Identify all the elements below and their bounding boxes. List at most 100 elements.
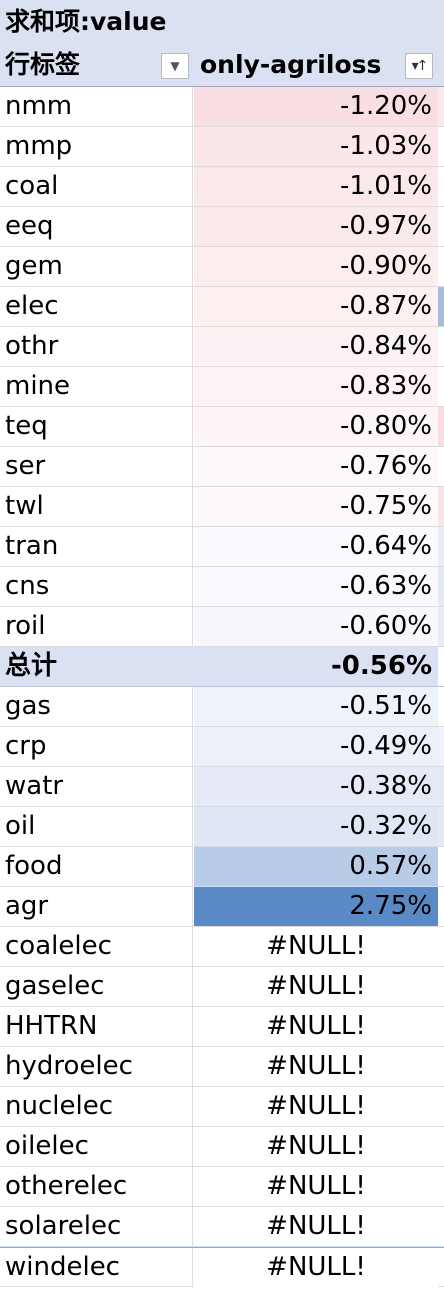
- value-cell[interactable]: -0.75%: [194, 487, 438, 526]
- row-label-cell[interactable]: tran: [0, 527, 193, 566]
- adjacent-cell-edge: [438, 487, 444, 526]
- row-label-cell[interactable]: elec: [0, 287, 193, 326]
- table-row: roil -0.60%: [0, 607, 444, 647]
- table-row: ser -0.76%: [0, 447, 444, 487]
- adjacent-cell-edge: [438, 607, 444, 646]
- table-row: gaselec #NULL!: [0, 967, 444, 1007]
- value-cell[interactable]: #NULL!: [194, 927, 438, 966]
- value-cell[interactable]: -0.84%: [194, 327, 438, 366]
- table-row: hydroelec #NULL!: [0, 1047, 444, 1087]
- value-cell[interactable]: -0.90%: [194, 247, 438, 286]
- value-cell[interactable]: #NULL!: [194, 1207, 438, 1246]
- row-labels-header[interactable]: 行标签: [5, 50, 81, 79]
- value-cell[interactable]: -1.01%: [194, 167, 438, 206]
- row-label-cell[interactable]: teq: [0, 407, 193, 446]
- row-label-cell[interactable]: mine: [0, 367, 193, 406]
- table-row: coalelec #NULL!: [0, 927, 444, 967]
- value-cell[interactable]: -0.63%: [194, 567, 438, 606]
- row-label-cell[interactable]: twl: [0, 487, 193, 526]
- value-cell[interactable]: -0.56%: [331, 651, 432, 681]
- row-label-cell[interactable]: agr: [0, 887, 193, 926]
- table-row: oilelec #NULL!: [0, 1127, 444, 1167]
- grand-total-row: 总计 -0.56%: [0, 647, 444, 687]
- value-cell[interactable]: #NULL!: [194, 1047, 438, 1086]
- adjacent-cell-edge: [438, 407, 444, 446]
- adjacent-cell-edge: [438, 367, 444, 406]
- adjacent-cell-edge: [438, 807, 444, 846]
- row-label-cell[interactable]: ser: [0, 447, 193, 486]
- table-row: coal -1.01%: [0, 167, 444, 207]
- value-cell[interactable]: #NULL!: [194, 1127, 438, 1166]
- row-label-cell[interactable]: cns: [0, 567, 193, 606]
- sort-desc-icon[interactable]: ▾↑: [405, 53, 433, 79]
- table-row: oil -0.32%: [0, 807, 444, 847]
- table-row: twl -0.75%: [0, 487, 444, 527]
- row-label-cell[interactable]: windelec: [0, 1248, 193, 1287]
- row-label-cell[interactable]: hydroelec: [0, 1047, 193, 1086]
- value-cell[interactable]: -0.38%: [194, 767, 438, 806]
- table-row: teq -0.80%: [0, 407, 444, 447]
- pivot-header-row: 行标签 ▼ only-agriloss ▾↑: [0, 44, 444, 87]
- value-cell[interactable]: #NULL!: [194, 1167, 438, 1206]
- value-cell[interactable]: -0.80%: [194, 407, 438, 446]
- dropdown-arrow-icon[interactable]: ▼: [161, 53, 189, 79]
- row-label-cell[interactable]: eeq: [0, 207, 193, 246]
- row-label-cell[interactable]: solarelec: [0, 1207, 193, 1246]
- value-cell[interactable]: -1.03%: [194, 127, 438, 166]
- row-label-cell[interactable]: HHTRN: [0, 1007, 193, 1046]
- row-label-cell[interactable]: othr: [0, 327, 193, 366]
- row-label-cell[interactable]: crp: [0, 727, 193, 766]
- value-cell[interactable]: #NULL!: [194, 967, 438, 1006]
- value-cell[interactable]: -0.32%: [194, 807, 438, 846]
- pivot-title[interactable]: 求和项:value: [5, 7, 167, 36]
- value-cell[interactable]: -0.76%: [194, 447, 438, 486]
- table-row: windelec #NULL!: [0, 1247, 444, 1287]
- value-cell[interactable]: -0.64%: [194, 527, 438, 566]
- value-cell[interactable]: #NULL!: [194, 1007, 438, 1046]
- table-row: gas -0.51%: [0, 687, 444, 727]
- adjacent-cell-edge: [438, 647, 444, 686]
- value-cell[interactable]: -0.51%: [194, 687, 438, 726]
- row-label-cell[interactable]: otherelec: [0, 1167, 193, 1206]
- value-cell[interactable]: -0.60%: [194, 607, 438, 646]
- row-label-cell[interactable]: 总计: [5, 651, 58, 681]
- row-label-cell[interactable]: gas: [0, 687, 193, 726]
- adjacent-cell-edge: [438, 847, 444, 886]
- value-cell[interactable]: -0.49%: [194, 727, 438, 766]
- value-cell[interactable]: -1.20%: [194, 87, 438, 126]
- table-row: solarelec #NULL!: [0, 1207, 444, 1247]
- adjacent-cell-edge: [438, 167, 444, 206]
- row-label-cell[interactable]: roil: [0, 607, 193, 646]
- column-header[interactable]: only-agriloss: [200, 50, 382, 79]
- row-label-cell[interactable]: oilelec: [0, 1127, 193, 1166]
- adjacent-cell-edge: [438, 327, 444, 366]
- row-label-cell[interactable]: food: [0, 847, 193, 886]
- table-row: cns -0.63%: [0, 567, 444, 607]
- row-label-cell[interactable]: nmm: [0, 87, 193, 126]
- row-label-cell[interactable]: coal: [0, 167, 193, 206]
- value-cell[interactable]: 2.75%: [194, 887, 438, 926]
- row-label-cell[interactable]: watr: [0, 767, 193, 806]
- value-cell[interactable]: #NULL!: [194, 1087, 438, 1126]
- table-row: mine -0.83%: [0, 367, 444, 407]
- table-row: mmp -1.03%: [0, 127, 444, 167]
- adjacent-cell-edge: [438, 527, 444, 566]
- table-row: watr -0.38%: [0, 767, 444, 807]
- row-label-cell[interactable]: nuclelec: [0, 1087, 193, 1126]
- value-cell[interactable]: 0.57%: [194, 847, 438, 886]
- row-label-cell[interactable]: coalelec: [0, 927, 193, 966]
- adjacent-cell-edge: [438, 727, 444, 766]
- table-row: tran -0.64%: [0, 527, 444, 567]
- row-label-cell[interactable]: mmp: [0, 127, 193, 166]
- row-label-cell[interactable]: gaselec: [0, 967, 193, 1006]
- row-label-cell[interactable]: oil: [0, 807, 193, 846]
- value-cell[interactable]: -0.83%: [194, 367, 438, 406]
- adjacent-cell-edge: [438, 567, 444, 606]
- table-row: eeq -0.97%: [0, 207, 444, 247]
- row-label-cell[interactable]: gem: [0, 247, 193, 286]
- value-cell[interactable]: #NULL!: [194, 1248, 438, 1287]
- value-cell[interactable]: -0.97%: [194, 207, 438, 246]
- value-cell[interactable]: -0.87%: [194, 287, 438, 326]
- adjacent-cell-edge: [438, 127, 444, 166]
